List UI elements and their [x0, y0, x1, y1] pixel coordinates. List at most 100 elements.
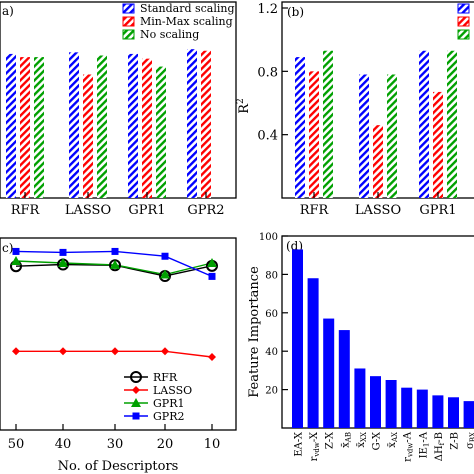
panel-b-y-axis-title: R2	[236, 98, 252, 114]
panel-b-y-ticks: 0.4 0.8 1.2	[257, 2, 288, 144]
panel-d-x-tick-label-main: r	[309, 456, 320, 461]
panel-c-legend-label: RFR	[153, 371, 178, 384]
panel-d-bar	[338, 330, 350, 428]
panel-c-legend-marker	[130, 371, 142, 383]
panel-c-legend-marker	[132, 412, 140, 420]
panel-d-x-tick-label: ΔHf-B	[434, 432, 446, 461]
panel-c-point-gpr1	[11, 256, 21, 266]
panel-d-x-tick-label: x̄AX	[387, 432, 399, 448]
b-bar-gpr1-s1	[433, 91, 443, 198]
b-bar-gpr1-s2	[447, 50, 457, 198]
b-x-tick-label: GPR1	[419, 203, 456, 218]
panel-a-tag: a)	[2, 4, 14, 18]
panel-c-tag: c)	[2, 241, 13, 255]
panel-d-x-tick-label-suffix: -A	[403, 431, 414, 442]
panel-b-x-ticks: RFR LASSO GPR1	[300, 192, 457, 218]
panel-d-bar	[354, 368, 366, 428]
panel-d-bars	[292, 249, 474, 428]
a-bar-gpr1-s2	[156, 66, 166, 198]
a-bar-lasso-s1	[83, 74, 93, 198]
panel-d-x-tick-label: Z-B	[450, 432, 461, 450]
panel-d-x-tick-label: rvdw-A	[403, 431, 415, 462]
panel-a-bars	[6, 49, 211, 199]
panel-c-point-gpr2	[208, 272, 216, 280]
a-legend-label: Min-Max scaling	[140, 15, 233, 28]
panel-a-frame	[0, 1, 237, 199]
panel-d-x-tick-label-main: r	[403, 457, 414, 462]
panel-d-x-tick-label-sub: vdw	[407, 443, 415, 458]
b-legend-swatch	[457, 3, 470, 14]
panel-d-x-tick-label-sub: 1	[422, 443, 430, 447]
panel-d-x-tick-label-main: EA-X	[294, 431, 305, 457]
panel-d-x-tick-label-main: ΔH	[434, 445, 445, 461]
b-y-tick-label: 0.8	[257, 65, 278, 80]
a-bar-lasso-s2	[97, 55, 107, 198]
panel-c-point-gpr2	[161, 252, 169, 260]
panel-d-x-tick-label-suffix: -B	[434, 432, 445, 443]
panel-d-bar	[323, 318, 335, 428]
panel-d-x-tick-label-main: x̄	[356, 442, 367, 448]
panel-b-y-axis-title-main: R	[237, 103, 252, 114]
panel-c-x-tick-label: 40	[55, 437, 72, 452]
panel-d-x-tick-label-sub: f	[438, 441, 446, 445]
panel-d-bar	[448, 397, 459, 428]
panel-c-legend-marker	[132, 386, 140, 394]
a-legend-swatch	[122, 3, 135, 14]
panel-b-y-axis-title-sup: 2	[236, 98, 246, 104]
panel-c-legend-marker	[131, 398, 141, 407]
panel-c-point-gpr2	[111, 247, 119, 255]
panel-b-legend	[457, 3, 470, 40]
panel-d-y-tick-label: 100	[259, 232, 278, 243]
panel-c-point-gpr1	[207, 257, 217, 267]
a-x-tick-label: GPR2	[187, 203, 224, 218]
b-x-tick-label: RFR	[300, 203, 330, 218]
a-bar-rfr-s0	[6, 53, 16, 198]
b-bar-gpr1-s0	[419, 50, 429, 198]
b-y-tick-label: 0.4	[257, 129, 278, 144]
panel-c-point-lasso	[111, 347, 119, 356]
panel-d-x-tick-label: σBX	[465, 432, 474, 449]
panel-d-x-tick-label-main: x̄	[387, 442, 398, 448]
panel-d-bar	[416, 389, 428, 428]
b-bar-lasso-s2	[387, 74, 397, 198]
panel-d-bar	[292, 249, 303, 428]
b-legend-swatch	[457, 29, 470, 40]
panel-d-x-tick-label-sub: XX	[360, 432, 368, 442]
panel-c-point-lasso	[208, 353, 216, 362]
panel-c-x-ticks: 50 40 30 20 10	[8, 424, 221, 452]
panel-a-x-ticks: RFR LASSO GPR1 GPR2	[11, 192, 225, 218]
a-x-tick-label: RFR	[11, 203, 41, 218]
b-bar-rfr-s2	[323, 50, 333, 198]
panel-d-bar	[432, 395, 444, 428]
panel-c-legend-label: LASSO	[153, 384, 192, 397]
a-bar-rfr-s1	[20, 57, 30, 199]
panel-d-bar	[463, 401, 474, 428]
panel-d-x-tick-label: Z-X	[325, 431, 336, 449]
panel-d-x-tick-label-sub: AX	[391, 432, 399, 443]
panel-c-x-tick-label: 10	[204, 437, 221, 452]
a-legend-label: No scaling	[140, 28, 199, 41]
panel-c-point-gpr2	[59, 248, 67, 256]
panel-d-x-tick-label-suffix: -X	[309, 431, 320, 442]
a-legend-swatch	[122, 29, 135, 40]
panel-c-legend-label: GPR1	[153, 397, 184, 410]
panel-d-bar	[401, 387, 413, 428]
panel-d-x-tick-label-sub: BX	[469, 432, 474, 442]
a-x-tick-label: LASSO	[65, 203, 111, 218]
panel-b-bars	[295, 50, 457, 199]
panel-d-y-tick-label: 80	[265, 270, 278, 281]
panel-d-x-tick-label-sub: AB	[344, 432, 352, 443]
panel-d-bar	[385, 380, 397, 428]
panel-c-markers	[10, 247, 218, 362]
panel-c-x-tick-label: 20	[157, 437, 174, 452]
panel-d-x-tick-label: EA-X	[294, 431, 305, 457]
b-legend-swatch	[457, 16, 470, 27]
panel-d-bar	[370, 376, 381, 428]
panel-d-frame	[281, 235, 474, 429]
